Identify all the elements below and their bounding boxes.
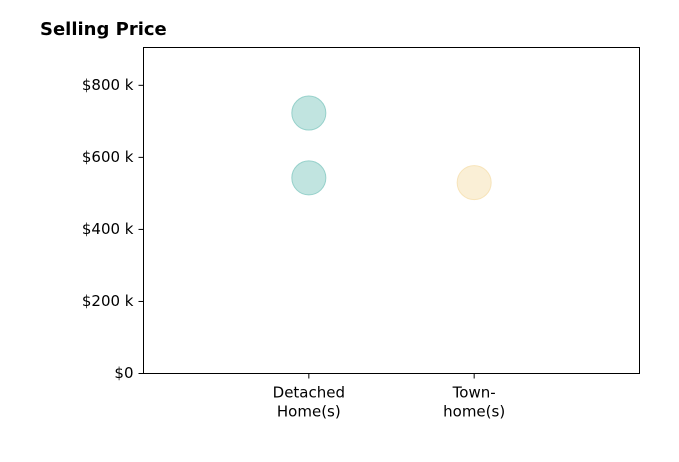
data-points <box>291 95 492 201</box>
data-point <box>291 95 327 131</box>
data-point <box>456 165 492 201</box>
y-tick-label: $200 k <box>82 292 134 310</box>
data-point <box>291 160 327 196</box>
y-tick-label: $800 k <box>82 76 134 94</box>
chart-title: Selling Price <box>40 19 167 40</box>
y-tick-label: $400 k <box>82 220 134 238</box>
plot-area-frame <box>143 47 640 374</box>
y-tick-label: $0 <box>114 364 133 382</box>
x-tick-label: Detached Home(s) <box>273 384 345 421</box>
x-tick-label: Town-home(s) <box>443 384 505 421</box>
y-axis: $0 $200 k $400 k $600 k $800 k <box>82 76 144 382</box>
x-axis: Detached Home(s) Town-home(s) <box>273 373 505 421</box>
y-tick-label: $600 k <box>82 148 134 166</box>
